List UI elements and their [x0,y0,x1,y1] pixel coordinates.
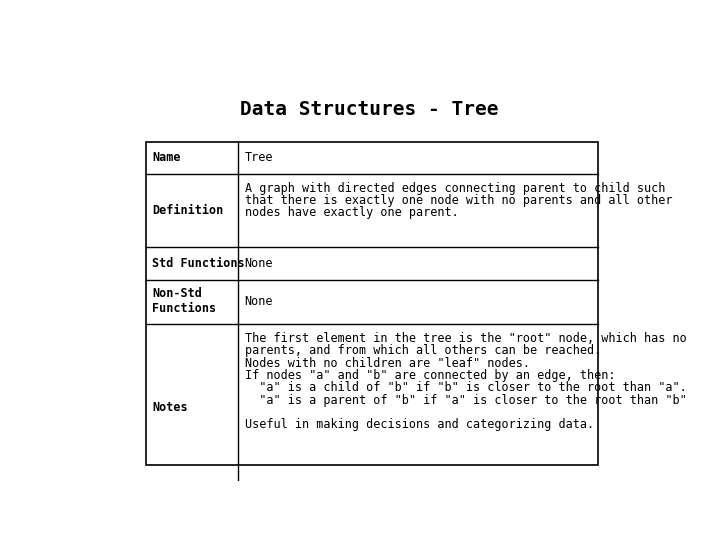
Text: "a" is a child of "b" if "b" is closer to the root than "a".: "a" is a child of "b" if "b" is closer t… [245,381,686,394]
Text: Nodes with no children are "leaf" nodes.: Nodes with no children are "leaf" nodes. [245,356,530,369]
Text: None: None [245,295,273,308]
Text: Definition: Definition [152,204,223,217]
Text: "a" is a parent of "b" if "a" is closer to the root than "b": "a" is a parent of "b" if "a" is closer … [245,394,686,407]
Text: Non-Std
Functions: Non-Std Functions [152,287,216,315]
Text: If nodes "a" and "b" are connected by an edge, then:: If nodes "a" and "b" are connected by an… [245,369,615,382]
Text: Tree: Tree [245,151,273,165]
Text: Std Functions: Std Functions [152,257,245,270]
Text: Name: Name [152,151,181,165]
Text: that there is exactly one node with no parents and all other: that there is exactly one node with no p… [245,194,672,207]
Text: Data Structures - Tree: Data Structures - Tree [240,100,498,119]
Text: parents, and from which all others can be reached.: parents, and from which all others can b… [245,345,601,357]
Text: None: None [245,257,273,270]
Text: Useful in making decisions and categorizing data.: Useful in making decisions and categoriz… [245,418,594,431]
Text: nodes have exactly one parent.: nodes have exactly one parent. [245,206,459,219]
Text: The first element in the tree is the "root" node, which has no: The first element in the tree is the "ro… [245,332,686,345]
Text: A graph with directed edges connecting parent to child such: A graph with directed edges connecting p… [245,182,665,195]
Text: Notes: Notes [152,401,188,414]
